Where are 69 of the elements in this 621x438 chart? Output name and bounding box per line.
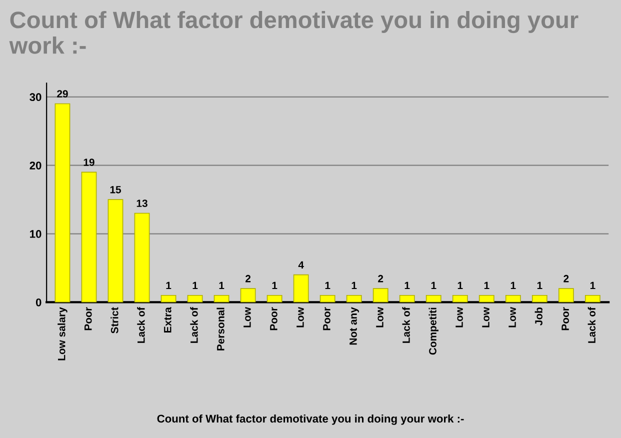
bar [478, 294, 494, 302]
bar [372, 288, 388, 302]
x-tick-label: Low salary [58, 307, 68, 360]
y-tick-label: 0 [36, 298, 42, 306]
x-tick-label: Personal [216, 308, 224, 350]
data-label: 1 [272, 282, 278, 290]
bar [54, 103, 70, 302]
bar [134, 212, 150, 302]
x-tick-label: Poor [84, 307, 92, 330]
data-label: 2 [246, 274, 251, 282]
x-axis-title: Count of What factor demotivate you in doing your work :- [157, 414, 464, 425]
bar [346, 294, 362, 302]
data-label: 13 [136, 200, 148, 208]
x-tick-label: Strict [110, 307, 118, 334]
bar [399, 294, 415, 302]
data-label: 29 [57, 90, 68, 98]
data-label: 4 [298, 261, 304, 269]
data-label: 1 [192, 282, 198, 290]
data-label: 2 [378, 274, 384, 282]
x-tick-label: Job [534, 308, 542, 326]
bar [108, 199, 124, 302]
bar [452, 294, 468, 302]
data-label: 1 [352, 282, 357, 290]
x-tick-label: Low [296, 307, 304, 328]
data-label: 2 [564, 274, 569, 282]
data-label: 1 [458, 282, 463, 290]
data-label: 1 [404, 282, 410, 290]
bar [584, 294, 600, 302]
x-tick-label: Poor [270, 307, 278, 330]
x-tick-label: Lack of [588, 307, 596, 343]
y-tick-label: 30 [30, 93, 42, 102]
bar [266, 294, 282, 302]
data-label: 1 [166, 282, 172, 290]
x-tick-label: Poor [562, 307, 569, 330]
data-label: 1 [484, 282, 490, 290]
x-tick-label: Lack of [402, 307, 410, 343]
data-label: 1 [219, 282, 224, 290]
x-tick-label: Poor [323, 307, 330, 330]
bar [240, 288, 256, 302]
bar [320, 294, 336, 302]
data-label: 1 [431, 282, 436, 290]
bar [187, 294, 203, 302]
x-tick-label: Low [376, 307, 384, 328]
data-label: 15 [110, 186, 122, 194]
x-tick-label: Extra [164, 307, 172, 332]
bar [426, 294, 442, 302]
data-label: 1 [590, 282, 596, 290]
y-tick-label: 20 [30, 162, 42, 170]
data-label: 1 [325, 282, 330, 290]
bar [214, 294, 230, 302]
data-label: 1 [537, 282, 542, 290]
bar [505, 294, 521, 302]
x-tick-label: Low [508, 307, 516, 328]
x-tick-label: Low [244, 307, 251, 328]
data-label: 19 [84, 158, 94, 166]
bar [532, 294, 548, 302]
x-tick-label: Competiti [428, 308, 438, 355]
y-tick-label: 10 [30, 230, 42, 238]
x-tick-label: Lack of [190, 307, 198, 343]
bar [81, 172, 97, 302]
data-label: 1 [510, 282, 516, 290]
chart-title: Count of What factor demotivate you in doing your work :- [9, 10, 578, 54]
bar [293, 274, 309, 302]
x-tick-label: Not any [350, 307, 359, 345]
x-tick-label: Low [482, 307, 490, 328]
x-tick-label: Low [456, 307, 463, 328]
bar [558, 288, 574, 302]
bar [160, 294, 176, 302]
x-tick-label: Lack of [137, 307, 145, 343]
